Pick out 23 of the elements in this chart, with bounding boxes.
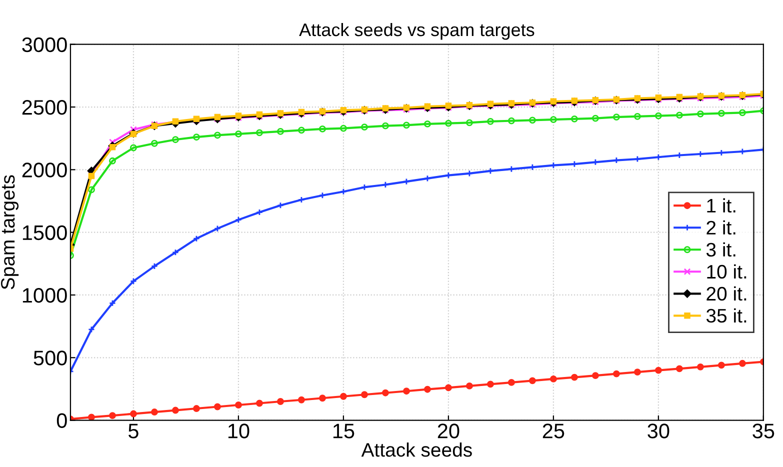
y-tick-label: 0: [56, 413, 67, 428]
legend-label: 2 it.: [706, 220, 736, 235]
x-tick-label: 20: [438, 424, 460, 438]
x-tick-label: 25: [542, 424, 564, 438]
legend-label: 35 it.: [706, 308, 746, 323]
y-tick-label: 2000: [22, 162, 67, 178]
legend-label: 20 it.: [706, 286, 746, 301]
y-tick-label: 500: [34, 350, 67, 366]
x-tick-label: 35: [752, 424, 774, 438]
y-tick-label: 1500: [22, 225, 67, 240]
y-tick-label: 3000: [22, 37, 67, 52]
x-tick-label: 10: [228, 424, 250, 438]
x-tick-label: 5: [128, 424, 138, 438]
legend-label: 1 it.: [707, 198, 736, 213]
legend-label: 10 it.: [707, 264, 746, 279]
legend-label: 3 it.: [706, 242, 736, 257]
x-tick-label: 15: [333, 424, 354, 438]
x-tick-label: 30: [648, 424, 670, 438]
y-tick-label: 2500: [22, 100, 67, 115]
y-tick-label: 1000: [22, 288, 67, 303]
chart-title: Attack seeds vs spam targets: [299, 22, 534, 40]
x-axis-title: Attack seeds: [361, 442, 472, 457]
y-axis-title: Spam targets: [0, 175, 19, 290]
